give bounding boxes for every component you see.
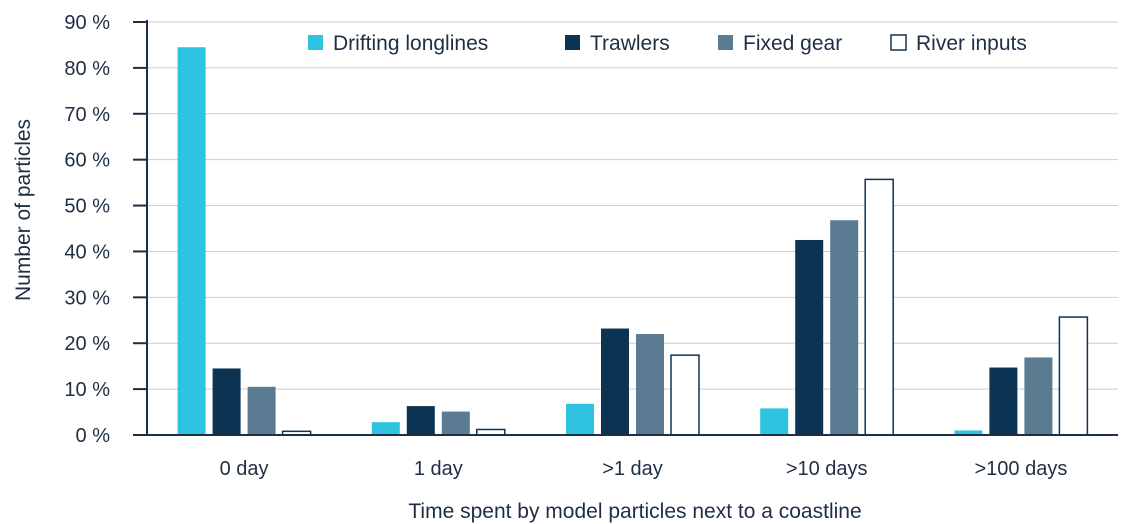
y-axis-title: Number of particles — [12, 119, 35, 301]
y-tick-label: 20 % — [64, 333, 110, 355]
bar-fixed-gear — [441, 411, 470, 435]
bar-drifting-longlines — [371, 422, 400, 435]
bar-trawlers — [795, 239, 824, 435]
legend-swatch — [308, 35, 323, 50]
bar-river-inputs — [1058, 316, 1089, 436]
legend-label: Trawlers — [590, 32, 670, 55]
bar-drifting-longlines — [177, 47, 206, 435]
x-tick-label: >100 days — [974, 458, 1067, 480]
y-tick-label: 90 % — [64, 12, 110, 34]
bar-drifting-longlines — [566, 403, 594, 435]
bar-drifting-longlines — [760, 408, 789, 435]
legend: Drifting longlines Trawlers Fixed gear Rive… — [308, 32, 1027, 55]
bar-fixed-gear — [1024, 357, 1053, 435]
x-tick-label: >1 day — [602, 458, 663, 480]
bars — [177, 47, 1089, 436]
bar-river-inputs — [670, 354, 700, 436]
bar-drifting-longlines — [954, 430, 983, 435]
bar-fixed-gear — [636, 334, 664, 435]
legend-swatch — [890, 34, 907, 51]
legend-label: River inputs — [916, 32, 1027, 55]
y-tick-label: 70 % — [64, 104, 110, 126]
y-tick-label: 0 % — [76, 425, 111, 447]
y-tick-label: 60 % — [64, 150, 110, 172]
y-tick-label: 50 % — [64, 196, 110, 218]
y-tick-label: 30 % — [64, 287, 110, 309]
x-tick-label: 0 day — [220, 458, 269, 480]
bar-trawlers — [406, 406, 435, 435]
y-tick-label: 10 % — [64, 379, 110, 401]
y-tick-label: 80 % — [64, 58, 110, 80]
bar-trawlers — [989, 367, 1018, 435]
bar-river-inputs — [864, 178, 894, 436]
x-axis-title: Time spent by model particles next to a … — [408, 500, 861, 523]
bar-fixed-gear — [247, 386, 276, 435]
axes: 0 % 10 % 20 % 30 % 40 % 50 % 60 % 70 % 80 % 90 % 0… — [64, 12, 1118, 480]
legend-swatch — [565, 35, 580, 50]
gridlines — [147, 21, 1118, 390]
bar-fixed-gear — [830, 220, 859, 435]
bar-trawlers — [212, 368, 241, 435]
x-tick-label: 1 day — [414, 458, 463, 480]
legend-label: Drifting longlines — [333, 32, 488, 55]
legend-label: Fixed gear — [743, 32, 842, 55]
y-tick-label: 40 % — [64, 241, 110, 263]
bar-trawlers — [601, 328, 629, 435]
legend-swatch — [718, 35, 733, 50]
x-tick-label: >10 days — [786, 458, 868, 480]
